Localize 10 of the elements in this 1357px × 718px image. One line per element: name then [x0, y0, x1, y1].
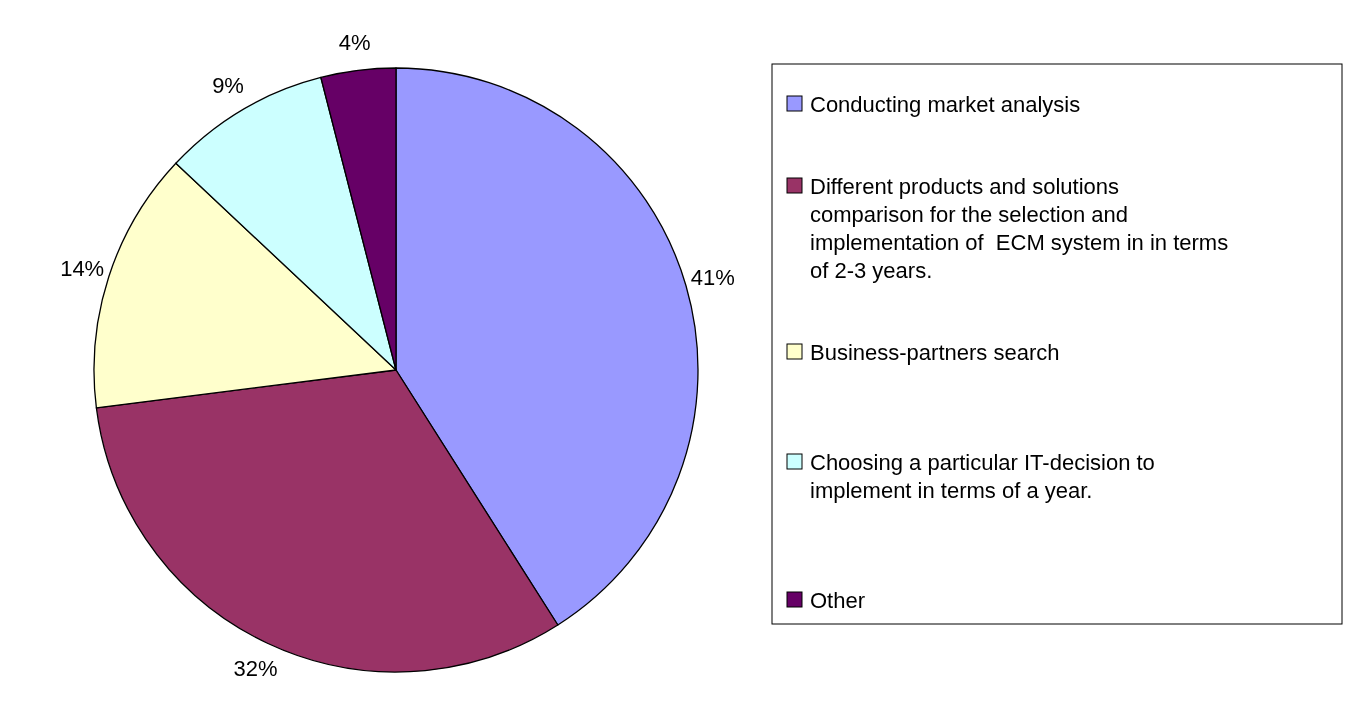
legend-label: Business-partners search	[810, 339, 1060, 365]
legend-label: Different products and solutions comparison for the selection and implementation of ECM system in in terms of 2-3 years.	[810, 173, 1229, 283]
data-label: 14%	[60, 255, 105, 281]
legend-label: Choosing a particular IT-decision to implement in terms of a year.	[810, 449, 1155, 503]
data-label: 9%	[212, 73, 244, 99]
data-label: 4%	[338, 30, 371, 56]
data-label: 32%	[233, 656, 278, 682]
data-label: 41%	[690, 265, 735, 291]
legend-label: Other	[810, 587, 866, 613]
legend-label: Conducting market analysis	[810, 91, 1081, 117]
